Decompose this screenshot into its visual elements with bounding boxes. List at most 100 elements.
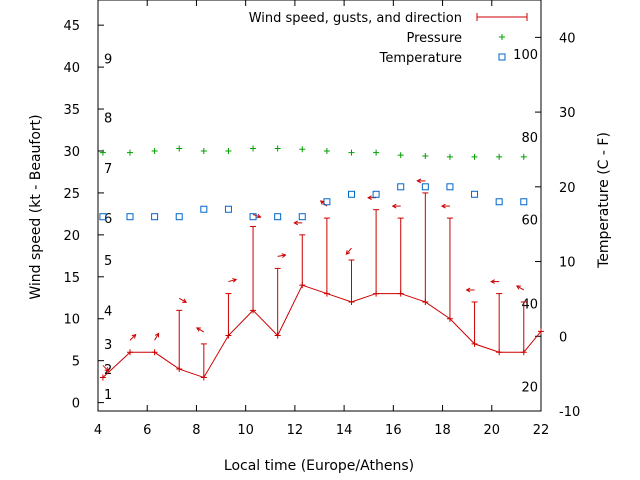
wind-speed-point [323, 290, 330, 297]
arrow-head [154, 332, 160, 338]
x-tick-label: 6 [143, 423, 151, 438]
arrow-head [416, 178, 422, 184]
legend-temperature-swatch [498, 53, 506, 61]
arrow-head [515, 285, 521, 290]
plot-area-frame [97, 0, 542, 412]
beaufort-label: 3 [104, 338, 112, 353]
arrow-head [195, 327, 201, 332]
y2-tick-label: -10 [559, 405, 580, 420]
arrow-shaft [102, 365, 109, 372]
wind-speed-point [471, 340, 478, 347]
arrow-head [440, 203, 446, 209]
legend-temperature-label: Temperature [379, 51, 462, 66]
arrow-shaft [178, 297, 187, 303]
wind-speed-point [200, 374, 207, 381]
wind-direction-arrow [228, 278, 238, 283]
y-tick-label: 25 [63, 187, 80, 202]
y2-tick-label: 30 [559, 106, 576, 121]
beaufort-label: 6 [104, 212, 112, 227]
axis-ticks [97, 0, 542, 412]
temperature-point [372, 190, 380, 198]
arrow-head [232, 278, 238, 283]
wind-speed-series [99, 282, 544, 381]
x-tick-label: 4 [94, 423, 102, 438]
arrow-shaft [277, 254, 286, 257]
beaufort-label: 5 [104, 254, 112, 269]
arrow-head [465, 287, 471, 293]
pressure-point [323, 147, 330, 154]
pressure-point [422, 153, 429, 160]
wind-direction-arrow [178, 297, 188, 303]
fahrenheit-label: 40 [521, 297, 538, 312]
pressure-point [99, 149, 106, 156]
wind-speed-point [250, 307, 257, 314]
temperature-point [471, 190, 479, 198]
legend-pressure-swatch [499, 34, 505, 40]
pressure-point [397, 152, 404, 159]
arrow-head [281, 253, 287, 258]
legend-temperature-marker [498, 53, 506, 61]
x-tick-label: 12 [287, 423, 304, 438]
y-axis-label: Wind speed (kt - Beaufort) [28, 114, 44, 299]
arrow-head [345, 250, 351, 255]
beaufort-label: 9 [104, 53, 112, 68]
x-tick-label: 22 [533, 423, 550, 438]
temperature-point [323, 198, 331, 206]
wind-speed-point [274, 332, 281, 339]
x-tick-label: 10 [237, 423, 254, 438]
x-tick-label: 8 [192, 423, 200, 438]
x-axis-label: Local time (Europe/Athens) [224, 458, 414, 474]
fahrenheit-label: 80 [521, 131, 538, 146]
beaufort-label: 1 [104, 388, 112, 403]
temperature-point [421, 183, 429, 191]
arrow-shaft [252, 213, 261, 218]
wind-direction-arrow [129, 333, 137, 341]
wind-direction-arrow [293, 220, 303, 226]
pressure-point [274, 145, 281, 152]
y2-tick-label: 40 [559, 31, 576, 46]
legend: Wind speed, gusts, and direction Pressur… [249, 11, 528, 66]
pressure-point [126, 149, 133, 156]
x-tick-label: 18 [434, 423, 451, 438]
wind-speed-point [99, 374, 106, 381]
y-tick-label: 20 [63, 229, 80, 244]
wind-direction-arrow [391, 203, 401, 209]
y-tick-label: 5 [72, 355, 80, 370]
legend-pressure-label: Pressure [406, 31, 462, 46]
y-tick-label: 0 [72, 397, 80, 412]
wind-speed-point [520, 349, 527, 356]
beaufort-label: 8 [104, 111, 112, 126]
fahrenheit-label: 20 [521, 380, 538, 395]
y-tick-label: 30 [63, 145, 80, 160]
temperature-point [126, 213, 134, 221]
wind-direction-arrow [345, 247, 352, 255]
legend-wind-label: Wind speed, gusts, and direction [249, 11, 462, 26]
pressure-point [496, 153, 503, 160]
fahrenheit-label: 60 [521, 214, 538, 229]
wind-speed-point [225, 332, 232, 339]
wind-speed-point [422, 298, 429, 305]
y-tick-label: 40 [63, 61, 80, 76]
x-tick-labels: 4 6 8 10 12 14 16 18 20 22 [94, 423, 549, 438]
temperature-point [99, 213, 107, 221]
x-tick-label: 14 [336, 423, 353, 438]
y-tick-label: 15 [63, 271, 80, 286]
wind-speed-point [397, 290, 404, 297]
beaufort-label: 7 [104, 162, 112, 177]
wind-direction-arrow [515, 285, 525, 291]
wind-direction-arrow [252, 213, 262, 219]
wind-direction-arrow [154, 332, 160, 341]
fahrenheit-label: 100 [513, 48, 538, 63]
wind-speed-point [299, 282, 306, 289]
arrow-shaft [129, 334, 137, 341]
wind-speed-point [373, 290, 380, 297]
wind-speed-point [176, 366, 183, 373]
pressure-point [151, 147, 158, 154]
temperature-point [495, 198, 503, 206]
arrow-shaft [196, 327, 205, 333]
arrow-head [293, 220, 299, 226]
legend-pressure-marker [499, 34, 505, 40]
wind-gust-bars [176, 192, 527, 378]
temperature-series [99, 183, 528, 221]
